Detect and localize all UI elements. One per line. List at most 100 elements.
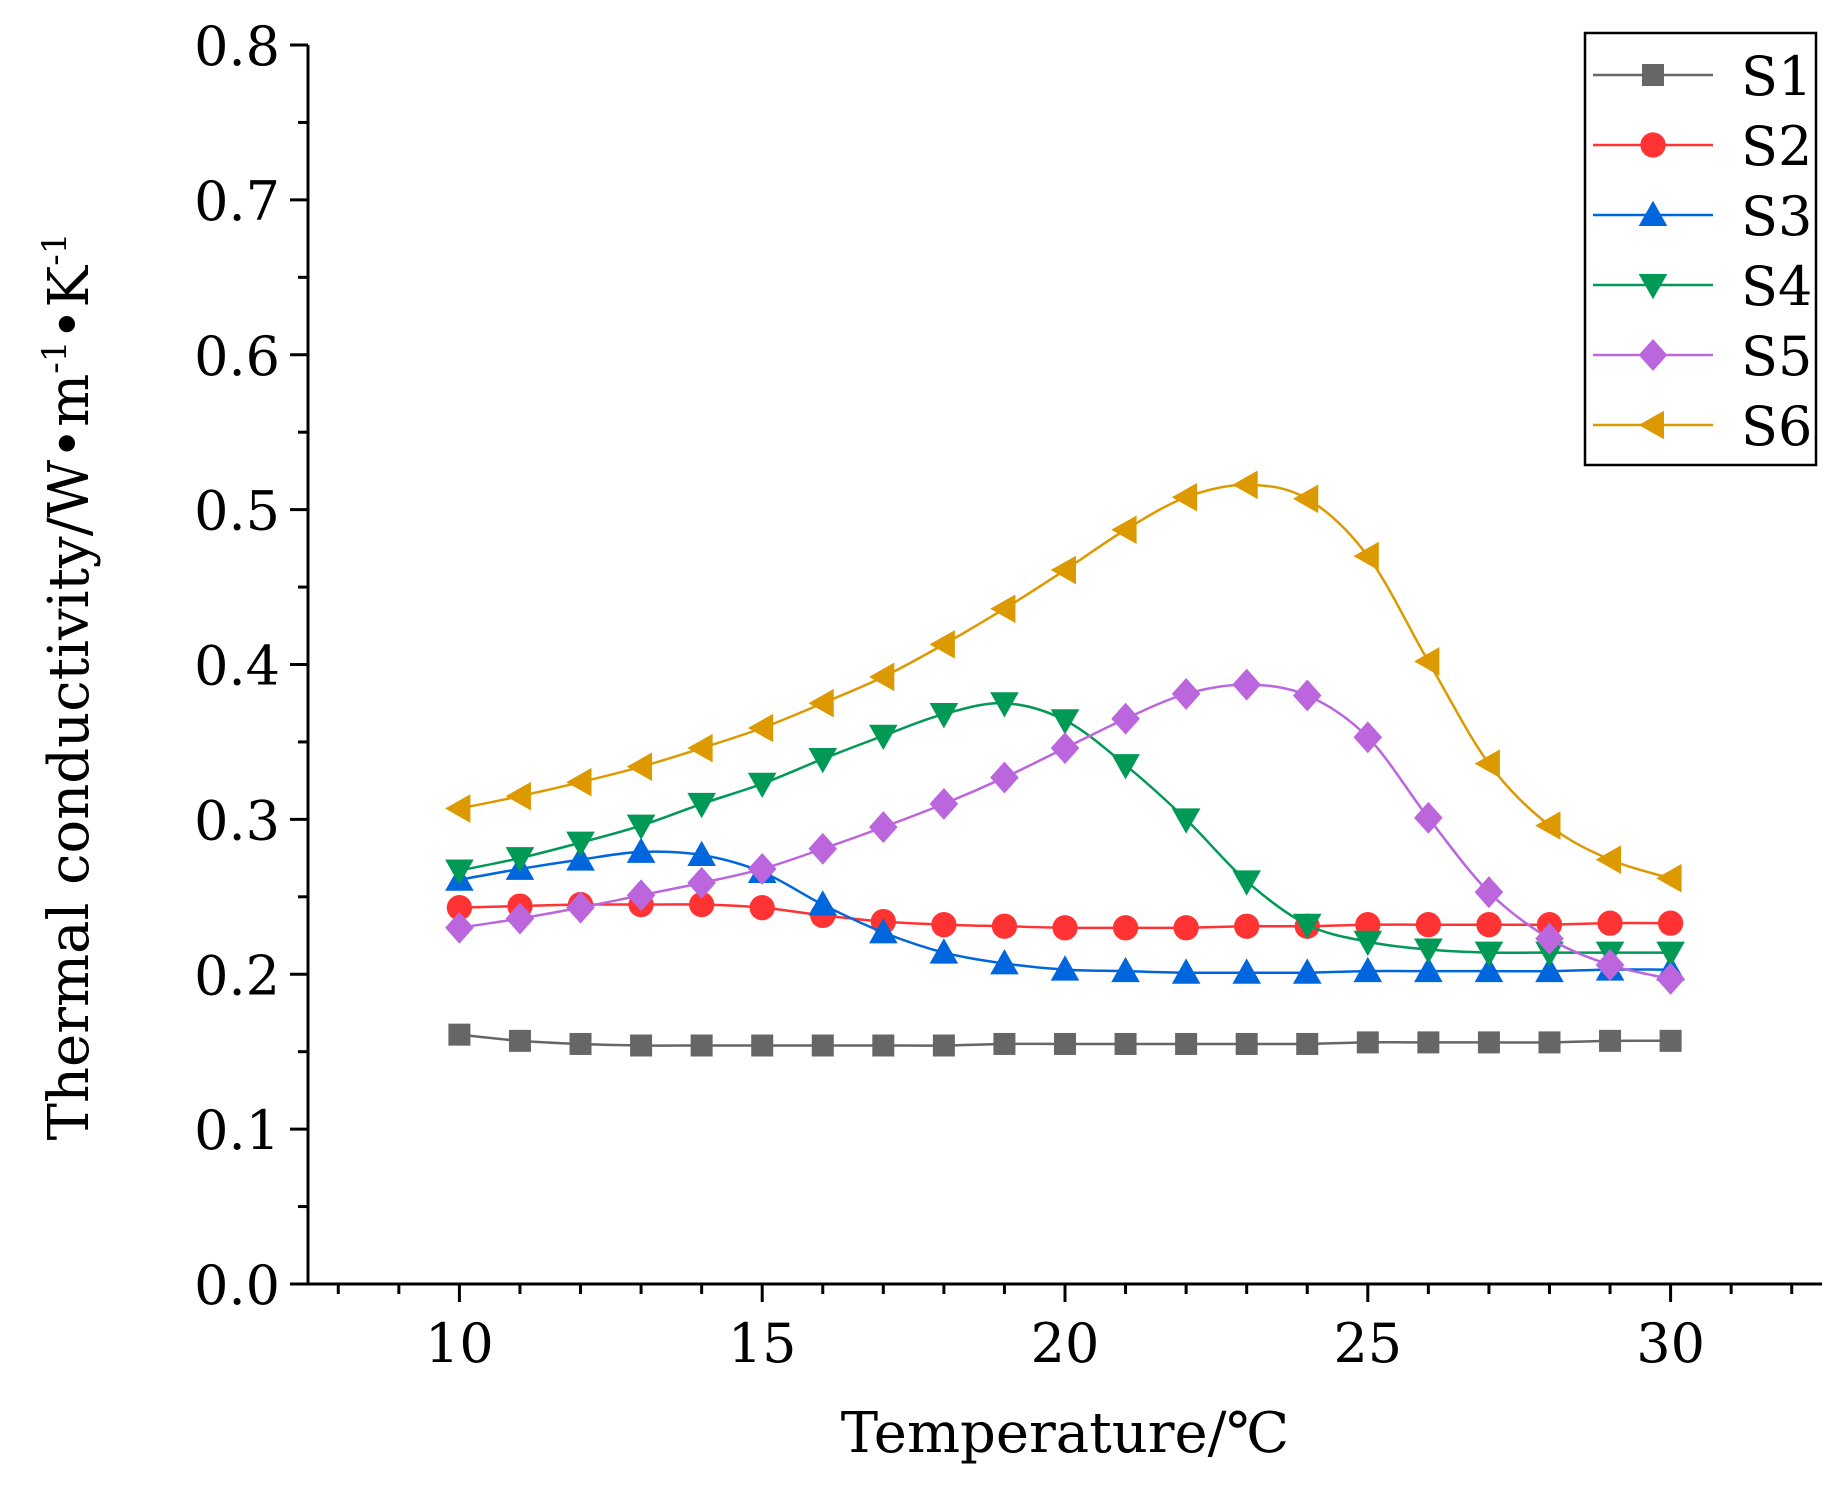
circle-marker <box>1415 912 1442 938</box>
circle-marker <box>931 912 957 938</box>
y-axis-label-mid: •K <box>37 265 102 341</box>
circle-marker <box>1657 910 1684 936</box>
triangle-up-marker <box>808 890 838 916</box>
square-marker <box>1114 1032 1137 1055</box>
triangle-up-marker <box>687 840 716 866</box>
triangle-down-marker <box>505 847 535 873</box>
triangle-left-marker <box>990 594 1016 624</box>
square-marker <box>751 1034 774 1057</box>
legend-label: S2 <box>1741 115 1812 178</box>
diamond-marker <box>687 866 716 899</box>
triangle-up-marker <box>1474 956 1504 983</box>
triangle-left-marker <box>1595 845 1622 874</box>
triangle-down-marker <box>1353 930 1383 957</box>
triangle-down-marker <box>808 747 838 774</box>
square-marker <box>690 1034 713 1057</box>
legend-item-S2: S2 <box>1593 115 1812 178</box>
circle-marker <box>1173 915 1199 941</box>
circle-marker <box>1597 910 1623 936</box>
series-line <box>459 683 1671 981</box>
square-marker <box>1477 1031 1500 1054</box>
triangle-down-marker <box>1050 709 1080 735</box>
y-tick-label: 0.4 <box>194 635 280 698</box>
square-marker <box>1235 1032 1258 1055</box>
square-marker <box>1175 1032 1198 1055</box>
triangle-down-marker <box>869 724 898 751</box>
triangle-down-marker <box>1474 941 1504 967</box>
triangle-down-marker <box>929 703 959 729</box>
y-axis-label-sup2: -1 <box>35 233 75 266</box>
triangle-down-marker <box>445 859 474 885</box>
triangle-down-marker <box>747 772 777 799</box>
x-tick-label: 30 <box>1636 1312 1705 1375</box>
circle-marker <box>1640 132 1666 158</box>
square-marker <box>1356 1031 1379 1054</box>
circle-marker <box>446 895 473 921</box>
square-marker <box>1642 64 1664 86</box>
triangle-up-marker <box>1414 956 1443 983</box>
square-marker <box>1538 1031 1561 1054</box>
circle-marker <box>1112 915 1139 941</box>
series-S6 <box>445 470 1682 893</box>
triangle-up-marker <box>1353 956 1383 983</box>
triangle-up-marker <box>990 949 1019 975</box>
triangle-up-marker <box>1111 956 1140 983</box>
x-axis-label: Temperature/℃ <box>841 1401 1289 1466</box>
legend-label: S4 <box>1741 255 1812 318</box>
circle-marker <box>1476 912 1502 938</box>
diamond-marker <box>1353 721 1383 754</box>
series-S1 <box>448 1023 1682 1057</box>
legend-label: S3 <box>1741 185 1812 248</box>
triangle-up-marker <box>1292 958 1322 984</box>
y-axis-label: Thermal conductivity/W•m-1•K-1 <box>35 233 102 1141</box>
triangle-left-marker <box>1292 484 1319 514</box>
y-tick-label: 0.8 <box>194 15 280 78</box>
triangle-up-marker <box>1171 958 1201 984</box>
square-marker <box>569 1032 592 1055</box>
diamond-marker <box>990 761 1019 794</box>
y-tick-label: 0.7 <box>194 170 280 233</box>
triangle-left-marker <box>1656 863 1682 893</box>
square-marker <box>1296 1032 1319 1055</box>
diamond-marker <box>626 879 656 912</box>
triangle-up-marker <box>869 918 898 944</box>
triangle-left-marker <box>1414 647 1440 676</box>
triangle-left-marker <box>1353 541 1379 571</box>
triangle-up-marker <box>1535 956 1564 983</box>
square-marker <box>1599 1029 1622 1052</box>
triangle-up-marker <box>929 938 959 964</box>
legend-item-S3: S3 <box>1593 185 1812 248</box>
triangle-left-marker <box>1171 482 1198 512</box>
legend-label: S6 <box>1741 395 1812 458</box>
square-marker <box>872 1034 895 1057</box>
triangle-left-marker <box>505 781 531 811</box>
triangle-left-marker <box>1638 410 1664 440</box>
diamond-marker <box>1111 702 1140 735</box>
diamond-marker <box>1638 339 1668 371</box>
square-marker <box>630 1034 653 1057</box>
triangle-left-marker <box>808 688 834 718</box>
diamond-marker <box>747 852 777 885</box>
square-marker <box>932 1034 955 1057</box>
triangle-left-marker <box>869 662 895 692</box>
triangle-left-marker <box>929 630 955 659</box>
square-marker <box>1054 1032 1076 1055</box>
triangle-left-marker <box>1474 749 1500 778</box>
diamond-marker <box>1656 962 1685 995</box>
triangle-left-marker <box>1050 555 1076 585</box>
legend-item-S4: S4 <box>1593 255 1812 318</box>
diamond-marker <box>1050 732 1080 765</box>
diamond-marker <box>869 811 898 844</box>
square-marker <box>811 1034 834 1057</box>
square-marker <box>508 1029 531 1052</box>
triangle-left-marker <box>445 794 471 823</box>
series-line <box>459 483 1671 880</box>
triangle-down-marker <box>990 692 1019 718</box>
circle-marker <box>1234 913 1260 939</box>
y-tick-label: 0.2 <box>194 944 280 1007</box>
triangle-left-marker <box>747 713 774 743</box>
series-layer <box>445 470 1685 1057</box>
diamond-marker <box>929 787 959 820</box>
